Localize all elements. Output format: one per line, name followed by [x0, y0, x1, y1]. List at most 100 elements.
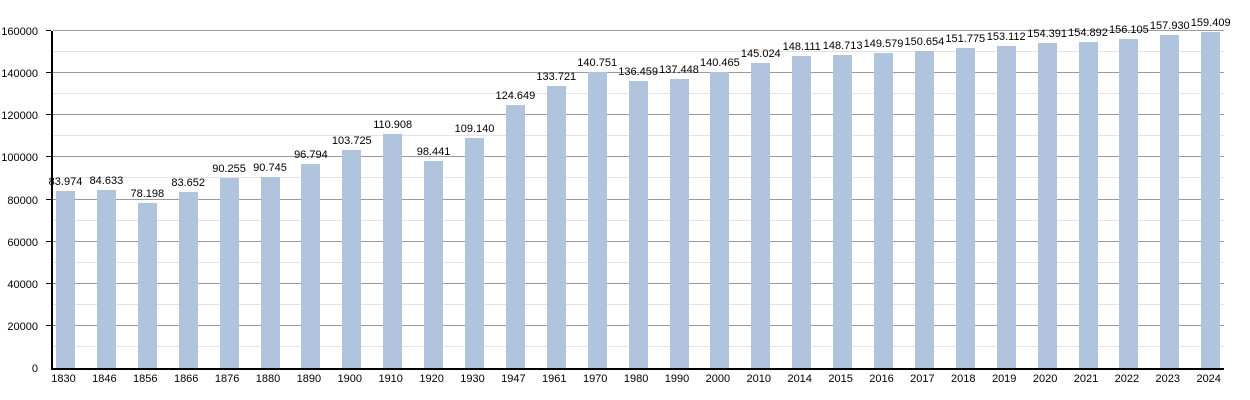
bar-value-label: 159.409: [1190, 17, 1231, 30]
y-axis-tick: [46, 198, 51, 200]
y-tick-label: 100000: [1, 152, 38, 165]
x-tick-label: 1910: [378, 373, 403, 385]
bar-value-label: 154.892: [1068, 26, 1108, 39]
y-tick-label: 20000: [7, 320, 38, 333]
bar: [628, 80, 648, 368]
y-tick-label: 40000: [7, 278, 38, 291]
bar: [1037, 42, 1057, 368]
x-axis-labels: 1830 1846 1856 1866 1876 1880 1890 1900 1910 1920…: [51, 372, 1222, 388]
x-tick-label: 2016: [869, 373, 894, 385]
major-gridline: [53, 72, 1224, 74]
bar-value-label: 133.721: [536, 71, 577, 84]
bar: [1201, 32, 1221, 368]
bar-value-label: 83.974: [48, 176, 83, 189]
x-tick-label: 2015: [828, 373, 853, 385]
x-tick-label: 1830: [51, 373, 76, 385]
bar: [710, 72, 730, 368]
major-gridline: [53, 30, 1224, 31]
bar: [669, 78, 689, 368]
bar-value-label: 148.713: [822, 39, 863, 52]
bar-value-label: 84.633: [89, 174, 124, 187]
x-tick-label: 1866: [173, 373, 199, 385]
x-tick-label: 1947: [501, 373, 526, 385]
bar-value-label: 78.198: [130, 188, 165, 201]
bar-value-label: 98.441: [416, 145, 451, 158]
bar: [96, 189, 116, 368]
x-tick-label: 2023: [1155, 373, 1181, 385]
bar: [301, 164, 321, 368]
bar: [56, 191, 75, 368]
x-tick-label: 1930: [460, 373, 485, 385]
x-tick-label: 2000: [705, 373, 731, 385]
bar: [260, 176, 280, 368]
bar: [955, 48, 975, 368]
bar-value-label: 137.448: [659, 63, 699, 76]
bar: [996, 45, 1016, 368]
y-tick-label: 160000: [1, 26, 38, 38]
bar: [587, 71, 607, 368]
bar-value-label: 150.654: [904, 35, 945, 48]
bar: [219, 177, 239, 368]
minor-gridline: [53, 51, 1224, 53]
x-tick-label: 2017: [910, 373, 935, 385]
bar: [833, 54, 853, 368]
bar: [1078, 41, 1098, 368]
bar: [383, 134, 403, 368]
bar: [505, 105, 525, 368]
y-tick-label: 0: [31, 363, 38, 375]
x-tick-label: 1920: [419, 373, 444, 385]
bar-value-label: 90.255: [212, 162, 246, 175]
y-tick-label: 60000: [7, 236, 38, 249]
bar-value-label: 148.111: [782, 41, 821, 54]
bar-value-label: 140.465: [700, 57, 740, 70]
x-tick-label: 2020: [1032, 373, 1058, 385]
bar: [914, 50, 934, 368]
bar-value-label: 154.391: [1027, 27, 1067, 40]
bar: [137, 203, 157, 368]
x-tick-label: 2019: [991, 373, 1017, 385]
y-tick-label: 140000: [1, 68, 38, 81]
y-axis-tick: [46, 282, 51, 284]
bar-value-label: 140.751: [577, 56, 618, 69]
y-axis-tick: [46, 156, 51, 158]
bar-value-label: 157.930: [1149, 20, 1190, 33]
bar-value-label: 153.112: [986, 30, 1026, 43]
y-axis-tick: [46, 324, 51, 326]
x-tick-label: 1980: [623, 373, 649, 385]
bar: [1160, 35, 1180, 368]
y-axis-tick: [46, 240, 51, 242]
bar-value-label: 151.775: [945, 33, 986, 46]
bar-value-label: 90.745: [253, 161, 287, 174]
bar: [465, 138, 484, 368]
x-tick-label: 1890: [296, 373, 322, 385]
y-axis-tick: [46, 30, 51, 31]
x-tick-label: 1990: [664, 373, 690, 385]
x-tick-label: 2022: [1114, 373, 1140, 385]
x-tick-label: 2018: [951, 373, 976, 385]
x-tick-label: 1900: [337, 373, 363, 385]
bar: [342, 149, 362, 368]
bar: [1119, 39, 1139, 368]
x-tick-label: 1846: [92, 373, 117, 385]
x-tick-label: 1961: [542, 373, 567, 385]
bar: [792, 56, 812, 368]
bar-value-label: 145.024: [740, 47, 781, 60]
bar-value-label: 96.794: [294, 149, 328, 162]
bar-value-label: 83.652: [171, 176, 206, 189]
y-axis-tick: [46, 114, 51, 116]
bar-value-label: 109.140: [454, 123, 495, 136]
y-tick-label: 80000: [7, 194, 38, 207]
bar: [546, 86, 566, 368]
bar-value-label: 103.725: [331, 134, 372, 147]
x-tick-label: 2024: [1196, 373, 1221, 385]
bar-value-label: 136.459: [618, 65, 658, 78]
x-tick-label: 2010: [746, 373, 772, 385]
plot-area: 83.974 84.633 78.198 83.652 90.255 90.745 96.7…: [46, 17, 1231, 370]
bar-value-label: 149.579: [863, 37, 904, 50]
bar-value-label: 156.105: [1109, 24, 1149, 37]
y-axis-labels: 0 20000 40000 60000 80000 100000 120000 140000 1…: [0, 26, 38, 375]
x-tick-label: 1970: [582, 373, 608, 385]
bar: [424, 160, 444, 368]
bar: [178, 191, 198, 368]
